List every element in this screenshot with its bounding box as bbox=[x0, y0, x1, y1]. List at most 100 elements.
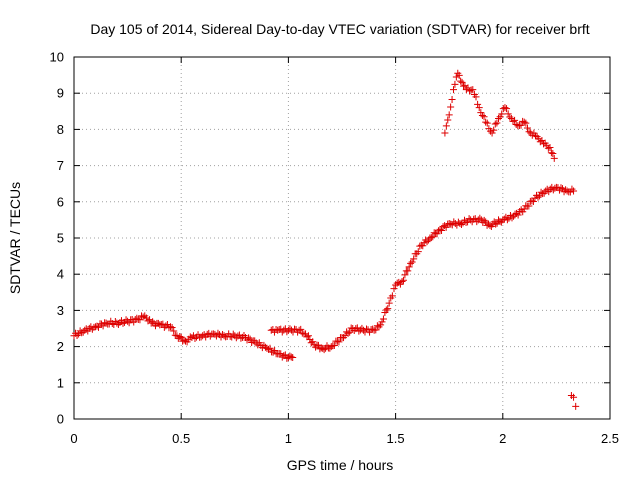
y-tick-label: 1 bbox=[57, 375, 64, 390]
data-point bbox=[466, 87, 474, 95]
data-point bbox=[377, 321, 385, 329]
data-point bbox=[493, 219, 501, 227]
data-points bbox=[70, 69, 580, 410]
data-point bbox=[492, 220, 500, 228]
data-point bbox=[320, 346, 328, 354]
data-point bbox=[388, 292, 396, 300]
data-point bbox=[79, 328, 87, 336]
data-point bbox=[405, 263, 413, 271]
data-point bbox=[534, 193, 542, 201]
data-point bbox=[346, 328, 354, 336]
data-point bbox=[452, 73, 460, 81]
data-point bbox=[398, 277, 406, 285]
data-point bbox=[433, 230, 441, 238]
data-point bbox=[480, 216, 488, 224]
data-point bbox=[473, 218, 481, 226]
data-point bbox=[549, 149, 557, 157]
data-point bbox=[439, 223, 447, 231]
data-point bbox=[547, 149, 555, 157]
data-point bbox=[550, 154, 558, 162]
data-point bbox=[297, 325, 305, 333]
data-point bbox=[482, 118, 490, 126]
data-point bbox=[91, 323, 99, 331]
data-point bbox=[199, 332, 207, 340]
chart-title: Day 105 of 2014, Sidereal Day-to-day VTE… bbox=[90, 21, 589, 37]
data-point bbox=[359, 326, 367, 334]
data-point bbox=[503, 105, 511, 113]
data-point bbox=[537, 188, 545, 196]
data-point bbox=[124, 317, 132, 325]
data-point bbox=[475, 104, 483, 112]
data-point bbox=[501, 104, 509, 112]
data-point bbox=[520, 205, 528, 213]
data-point bbox=[477, 109, 485, 117]
data-point bbox=[327, 343, 335, 351]
data-point bbox=[385, 299, 393, 307]
data-point bbox=[465, 215, 473, 223]
data-point bbox=[287, 326, 295, 334]
x-tick-label: 0.5 bbox=[172, 431, 190, 446]
data-point bbox=[444, 116, 452, 124]
data-point bbox=[511, 210, 519, 218]
data-point bbox=[512, 120, 520, 128]
data-point bbox=[508, 214, 516, 222]
y-tick-label: 0 bbox=[57, 412, 64, 427]
data-point bbox=[488, 129, 496, 137]
data-point bbox=[166, 323, 174, 331]
y-axis-label: SDTVAR / TECUs bbox=[7, 182, 23, 294]
data-point bbox=[519, 117, 527, 125]
data-point bbox=[457, 220, 465, 228]
data-point bbox=[114, 320, 122, 328]
data-point bbox=[330, 341, 338, 349]
x-axis-label: GPS time / hours bbox=[287, 457, 394, 473]
data-point bbox=[467, 216, 475, 224]
data-point bbox=[139, 313, 147, 321]
axis-ticks bbox=[73, 56, 611, 420]
y-tick-label: 10 bbox=[50, 50, 64, 65]
data-point bbox=[495, 115, 503, 123]
data-point bbox=[149, 318, 157, 326]
data-point bbox=[498, 110, 506, 118]
data-point bbox=[438, 226, 446, 234]
data-point bbox=[474, 100, 482, 108]
data-point bbox=[269, 348, 277, 356]
data-point bbox=[102, 319, 110, 327]
data-point bbox=[214, 329, 222, 337]
data-point bbox=[540, 140, 548, 148]
grid bbox=[74, 57, 610, 419]
data-point bbox=[111, 317, 119, 325]
data-point bbox=[427, 234, 435, 242]
data-point bbox=[542, 187, 550, 195]
data-point bbox=[401, 271, 409, 279]
data-point bbox=[490, 126, 498, 134]
data-point bbox=[455, 71, 463, 79]
data-point bbox=[445, 111, 453, 119]
data-point bbox=[459, 82, 467, 90]
data-point bbox=[414, 248, 422, 256]
y-tick-label: 6 bbox=[57, 194, 64, 209]
x-tick-label: 0 bbox=[70, 431, 77, 446]
data-point bbox=[472, 93, 480, 101]
x-tick-label: 1 bbox=[285, 431, 292, 446]
data-point bbox=[407, 259, 415, 267]
data-point bbox=[546, 144, 554, 151]
data-point bbox=[520, 118, 528, 126]
x-tick-label: 2.5 bbox=[601, 431, 619, 446]
data-point bbox=[483, 119, 491, 127]
data-point bbox=[493, 119, 501, 127]
y-tick-label: 8 bbox=[57, 122, 64, 137]
data-point bbox=[142, 314, 150, 322]
data-point bbox=[399, 276, 407, 284]
data-point bbox=[283, 328, 291, 336]
data-point bbox=[335, 338, 343, 346]
data-point bbox=[491, 120, 499, 128]
data-point bbox=[248, 338, 256, 346]
x-tick-label: 2 bbox=[499, 431, 506, 446]
data-point bbox=[220, 332, 228, 340]
data-point bbox=[511, 116, 519, 124]
data-point bbox=[523, 124, 531, 132]
data-point bbox=[379, 315, 387, 323]
data-point bbox=[170, 327, 178, 335]
data-point bbox=[113, 319, 121, 327]
